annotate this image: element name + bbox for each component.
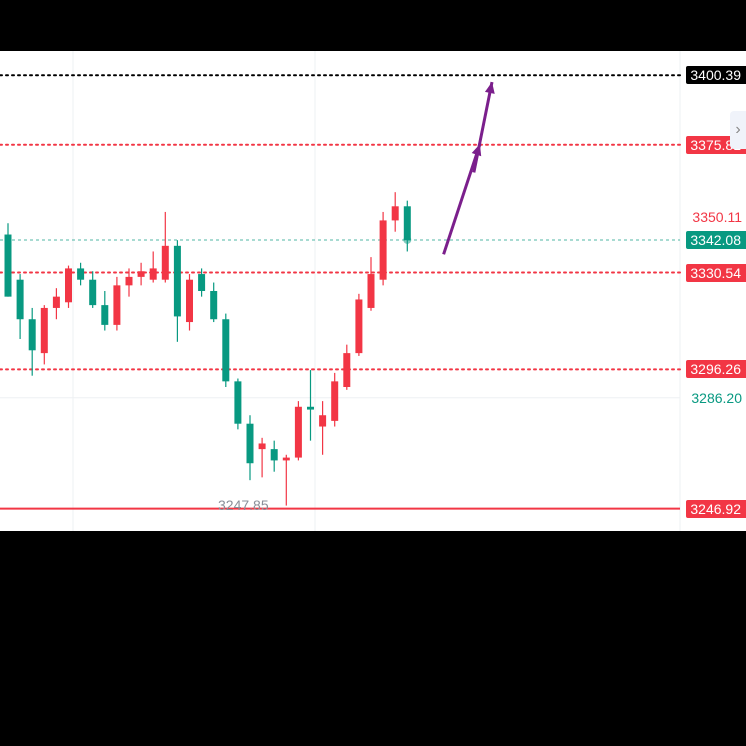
candle-5 xyxy=(65,265,72,308)
candle-1 xyxy=(16,274,24,339)
candle-3 xyxy=(40,305,48,365)
axis-label-3350: 3350.11 xyxy=(692,209,742,226)
candle-body-31 xyxy=(379,220,387,280)
candle-body-28 xyxy=(343,353,351,387)
candle-body-0 xyxy=(4,234,12,297)
candle-body-29 xyxy=(355,299,363,354)
candle-31 xyxy=(379,211,387,286)
candle-15 xyxy=(186,274,193,331)
candle-body-16 xyxy=(198,274,206,291)
forecast-arrow-1 xyxy=(472,81,495,173)
candle-body-1 xyxy=(16,279,24,320)
level-lines xyxy=(0,74,681,510)
price-chart[interactable] xyxy=(0,51,746,531)
candle-body-2 xyxy=(28,319,36,351)
candle-body-21 xyxy=(258,443,266,450)
candle-9 xyxy=(113,276,121,331)
candle-body-13 xyxy=(161,245,169,280)
candle-body-6 xyxy=(77,268,85,280)
live-price-dot xyxy=(403,235,412,244)
candle-body-24 xyxy=(294,406,302,458)
candle-14 xyxy=(173,240,181,342)
candle-24 xyxy=(294,401,302,461)
candle-25 xyxy=(307,370,314,441)
candle-18 xyxy=(222,313,230,387)
candle-29 xyxy=(355,293,363,356)
candle-body-5 xyxy=(65,268,72,303)
grid-lines xyxy=(0,51,681,531)
candle-body-18 xyxy=(222,319,230,382)
candles xyxy=(4,192,412,506)
candle-body-27 xyxy=(331,381,339,421)
candle-20 xyxy=(246,415,254,481)
candle-10 xyxy=(125,268,133,297)
candle-11 xyxy=(137,262,145,286)
candle-body-30 xyxy=(367,274,375,308)
forecast-arrow-head-1 xyxy=(484,82,495,94)
candle-body-11 xyxy=(137,271,145,277)
candle-body-3 xyxy=(40,307,48,354)
candle-body-8 xyxy=(101,305,109,325)
candle-body-23 xyxy=(282,457,290,461)
current-price-tag: 3342.08 xyxy=(686,230,746,249)
candle-26 xyxy=(319,401,327,455)
candle-17 xyxy=(210,282,218,323)
candle-body-14 xyxy=(173,245,181,317)
candle-13 xyxy=(161,211,169,283)
forecast-arrow-shaft-0 xyxy=(442,143,482,255)
candle-0 xyxy=(4,223,12,297)
candle-28 xyxy=(343,344,351,390)
candle-32 xyxy=(391,192,399,232)
level-tag-3330[interactable]: 3330.54 xyxy=(686,263,746,282)
candle-body-19 xyxy=(234,381,242,424)
candle-7 xyxy=(89,271,97,308)
candle-22 xyxy=(270,440,278,472)
candle-body-20 xyxy=(246,423,254,464)
candle-body-22 xyxy=(270,449,278,461)
candle-body-7 xyxy=(89,279,97,306)
candle-body-17 xyxy=(210,291,218,320)
forecast-arrow-shaft-1 xyxy=(472,81,494,173)
candle-body-32 xyxy=(391,206,399,221)
candle-23 xyxy=(282,454,290,506)
forecast-arrows xyxy=(442,81,495,255)
candle-16 xyxy=(198,268,206,297)
candle-30 xyxy=(367,257,375,311)
level-tag-3400[interactable]: 3400.39 xyxy=(686,66,746,85)
candle-12 xyxy=(149,251,157,283)
candle-4 xyxy=(52,288,60,320)
candle-body-25 xyxy=(307,406,314,410)
candle-21 xyxy=(258,437,266,478)
candle-body-15 xyxy=(186,279,193,323)
candle-body-33 xyxy=(403,206,411,241)
low-price-marker: 3247.85 xyxy=(218,497,269,513)
chevron-right-icon[interactable]: › xyxy=(730,111,746,149)
candle-6 xyxy=(77,262,85,286)
candle-body-4 xyxy=(52,296,60,308)
candle-27 xyxy=(331,372,339,427)
candle-body-9 xyxy=(113,285,121,325)
candle-19 xyxy=(234,378,242,430)
candle-2 xyxy=(28,307,36,376)
candle-body-10 xyxy=(125,276,133,286)
candle-body-26 xyxy=(319,415,327,427)
candle-8 xyxy=(101,291,109,331)
level-tag-3246[interactable]: 3246.92 xyxy=(686,499,746,518)
axis-label-3286: 3286.20 xyxy=(691,389,742,406)
level-tag-3296[interactable]: 3296.26 xyxy=(686,360,746,379)
chart-panel[interactable]: 3247.85 3400.39 3375.81 3350.11 3342.08 … xyxy=(0,51,746,531)
candle-body-12 xyxy=(149,268,157,280)
